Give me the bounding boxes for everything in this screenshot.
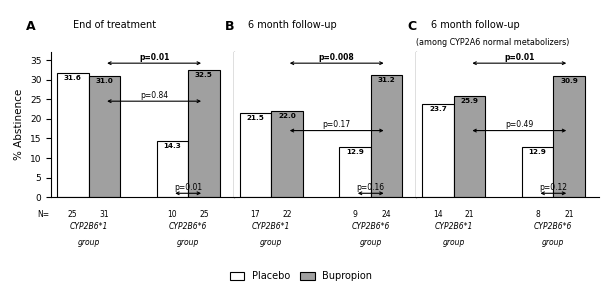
Text: 32.5: 32.5 <box>195 72 213 78</box>
Text: 25: 25 <box>199 210 209 219</box>
Bar <box>188 70 220 197</box>
Text: 21.5: 21.5 <box>246 115 264 121</box>
Text: B: B <box>225 20 234 33</box>
Text: 25: 25 <box>68 210 78 219</box>
Bar <box>157 141 188 197</box>
Text: 6 month follow-up: 6 month follow-up <box>431 20 520 30</box>
Y-axis label: % Abstinence: % Abstinence <box>14 89 25 160</box>
Text: 23.7: 23.7 <box>429 106 447 112</box>
Bar <box>454 96 485 197</box>
Bar <box>522 147 553 197</box>
Text: A: A <box>26 20 36 33</box>
Text: group: group <box>177 238 199 247</box>
Text: 24: 24 <box>382 210 391 219</box>
Text: p=0.01: p=0.01 <box>504 52 535 61</box>
Text: p=0.16: p=0.16 <box>356 183 385 192</box>
Text: group: group <box>542 238 565 247</box>
Text: 21: 21 <box>564 210 574 219</box>
Legend: Placebo, Bupropion: Placebo, Bupropion <box>226 267 376 285</box>
Bar <box>339 147 371 197</box>
Text: 14: 14 <box>433 210 443 219</box>
Text: 9: 9 <box>353 210 358 219</box>
Text: 31.6: 31.6 <box>64 75 82 81</box>
Text: CYP2B6*1: CYP2B6*1 <box>252 222 290 231</box>
Text: p=0.49: p=0.49 <box>505 120 533 129</box>
Text: 21: 21 <box>465 210 474 219</box>
Text: 31.0: 31.0 <box>95 78 113 84</box>
Text: 14.3: 14.3 <box>164 143 181 149</box>
Text: group: group <box>359 238 382 247</box>
Text: group: group <box>77 238 100 247</box>
Text: CYP2B6*1: CYP2B6*1 <box>69 222 108 231</box>
Text: CYP2B6*6: CYP2B6*6 <box>352 222 390 231</box>
Text: CYP2B6*6: CYP2B6*6 <box>534 222 573 231</box>
Bar <box>240 113 271 197</box>
Text: p=0.01: p=0.01 <box>174 183 202 192</box>
Text: CYP2B6*6: CYP2B6*6 <box>169 222 207 231</box>
Text: 10: 10 <box>167 210 177 219</box>
Text: p=0.008: p=0.008 <box>319 52 355 61</box>
Text: N=: N= <box>37 210 49 219</box>
Text: 17: 17 <box>250 210 260 219</box>
Text: (among CYP2A6 normal metabolizers): (among CYP2A6 normal metabolizers) <box>417 38 569 47</box>
Text: 6 month follow-up: 6 month follow-up <box>249 20 337 30</box>
Text: End of treatment: End of treatment <box>73 20 156 30</box>
Text: p=0.01: p=0.01 <box>139 52 169 61</box>
Bar <box>553 76 585 197</box>
Text: 31.2: 31.2 <box>377 77 396 83</box>
Bar <box>57 73 88 197</box>
Text: 22.0: 22.0 <box>278 113 296 119</box>
Text: CYP2B6*1: CYP2B6*1 <box>435 222 473 231</box>
Text: p=0.12: p=0.12 <box>539 183 567 192</box>
Bar <box>88 76 120 197</box>
Text: group: group <box>260 238 282 247</box>
Bar <box>371 75 402 197</box>
Text: 8: 8 <box>535 210 540 219</box>
Text: C: C <box>407 20 417 33</box>
Text: p=0.84: p=0.84 <box>140 90 168 100</box>
Text: 12.9: 12.9 <box>346 148 364 155</box>
Text: 25.9: 25.9 <box>461 98 479 104</box>
Text: 12.9: 12.9 <box>529 148 547 155</box>
Bar <box>271 111 303 197</box>
Bar <box>422 104 454 197</box>
Text: p=0.17: p=0.17 <box>323 120 351 129</box>
Text: group: group <box>442 238 465 247</box>
Text: 31: 31 <box>99 210 109 219</box>
Text: 22: 22 <box>282 210 291 219</box>
Text: 30.9: 30.9 <box>560 78 578 84</box>
